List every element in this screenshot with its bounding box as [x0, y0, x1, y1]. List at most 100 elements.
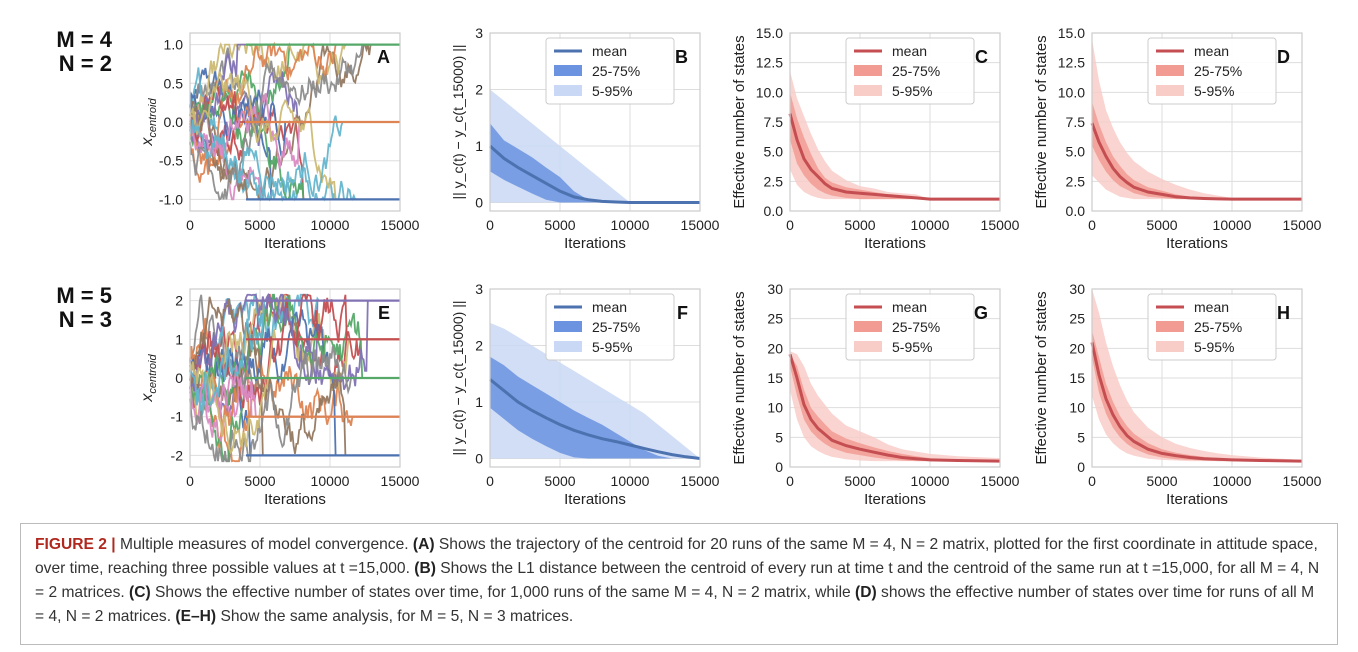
x-tick-label: 15000: [981, 217, 1020, 233]
y-tick-label: 25: [767, 311, 783, 327]
y-tick-label: -0.5: [159, 153, 183, 169]
y-tick-label: 0.0: [764, 203, 784, 219]
caption-text: Shows the trajectory of the centroid for…: [35, 536, 1318, 577]
y-tick-label: 0: [175, 370, 183, 386]
y-tick-label: 25: [1069, 311, 1085, 327]
legend-label: 25-75%: [892, 319, 940, 335]
caption-box: FIGURE 2 | Multiple measures of model co…: [20, 523, 1338, 645]
legend-swatch-iqr: [1156, 321, 1184, 332]
x-tick-label: 15000: [981, 473, 1020, 489]
caption-panel-ref: (A): [412, 536, 435, 553]
x-tick-label: 15000: [381, 217, 420, 233]
panel-label: D: [1277, 47, 1290, 67]
axes-frame: [489, 288, 701, 468]
y-tick-label: 10: [767, 400, 783, 416]
x-tick-label: 15000: [381, 473, 420, 489]
caption-text: shows the effective number of states ove…: [35, 584, 1315, 625]
axes-frame: [189, 288, 401, 468]
panel-label: E: [378, 303, 390, 323]
x-tick-label: 0: [486, 217, 494, 233]
band-5-95: [790, 351, 1000, 462]
y-tick-label: 0: [475, 195, 483, 211]
x-tick-label: 5000: [844, 473, 875, 489]
x-axis-label: Iterations: [1166, 235, 1228, 252]
legend-swatch-iqr: [554, 65, 582, 76]
x-tick-label: 10000: [911, 473, 950, 489]
trajectory-line: [189, 292, 400, 392]
y-tick-label: 0.5: [164, 75, 184, 91]
x-tick-label: 15000: [1283, 217, 1322, 233]
y-tick-label: 5: [1077, 429, 1085, 445]
panel-d: mean 25-75% 5-95% D 0 5000 10000 15000 Iteration…: [1033, 25, 1322, 252]
y-tick-label: 7.5: [1066, 114, 1086, 130]
legend-swatch-90: [1156, 85, 1184, 96]
y-tick-label: 10.0: [756, 84, 783, 100]
x-tick-label: 0: [786, 217, 794, 233]
y-tick-label: 2: [175, 293, 183, 309]
legend: mean 25-75% 5-95%: [845, 37, 975, 105]
legend: mean 25-75% 5-95%: [545, 37, 675, 105]
x-tick-label: 5000: [844, 217, 875, 233]
x-tick-label: 15000: [1283, 473, 1322, 489]
row-label-2: M = 5 N = 3: [22, 284, 112, 332]
y-axis-label: xcentroid: [139, 98, 159, 147]
panel-g: mean 25-75% 5-95% G 0 5000 10000 15000 Iteration…: [731, 281, 1020, 508]
y-tick-label: 0.0: [1066, 203, 1086, 219]
legend-swatch-90: [554, 85, 582, 96]
caption-text: Show the same analysis, for M = 5, N = 3…: [216, 608, 574, 625]
y-tick-label: 1: [475, 394, 483, 410]
x-tick-label: 10000: [1213, 473, 1252, 489]
legend: mean 25-75% 5-95%: [1147, 293, 1277, 361]
legend: mean 25-75% 5-95%: [545, 293, 675, 361]
legend-label: mean: [592, 299, 627, 315]
row-label-1: M = 4 N = 2: [22, 28, 112, 76]
y-tick-label: 7.5: [764, 114, 784, 130]
y-tick-label: 10: [1069, 400, 1085, 416]
x-tick-label: 0: [1088, 217, 1096, 233]
y-tick-label: -1.0: [159, 191, 183, 207]
x-tick-label: 0: [186, 473, 194, 489]
legend-label: 5-95%: [1194, 339, 1234, 355]
legend-label: mean: [892, 299, 927, 315]
y-axis-label: || y_c(t) − y_c(t_15000) ||: [450, 45, 466, 200]
x-tick-label: 10000: [911, 217, 950, 233]
panel-label: H: [1277, 303, 1290, 323]
caption-panel-ref: (C): [129, 584, 151, 601]
panel-label: A: [377, 47, 390, 67]
legend-label: 25-75%: [1194, 319, 1242, 335]
panel-label: G: [974, 303, 988, 323]
caption-panel-ref: (D): [855, 584, 877, 601]
y-axis-label-main: x: [139, 137, 156, 147]
legend-swatch-iqr: [854, 65, 882, 76]
x-tick-label: 10000: [611, 473, 650, 489]
x-tick-label: 10000: [311, 473, 350, 489]
legend-label: mean: [1194, 43, 1229, 59]
x-tick-label: 5000: [244, 217, 275, 233]
y-tick-label: 30: [1069, 281, 1085, 297]
band-5-95: [790, 71, 1000, 200]
axes-frame: [1091, 288, 1303, 468]
row-label-m: M = 4: [56, 27, 112, 52]
legend-label: 5-95%: [592, 83, 632, 99]
figure-label: FIGURE 2 |: [35, 536, 116, 553]
y-tick-label: 15: [767, 370, 783, 386]
panel-b: mean 25-75% 5-95% B 0 5000 10000 15000 Iteration…: [450, 25, 720, 252]
caption-text: Multiple measures of model convergence.: [115, 536, 413, 553]
legend-label: 25-75%: [592, 63, 640, 79]
panel-label: B: [675, 47, 688, 67]
y-tick-label: 0: [475, 451, 483, 467]
x-tick-label: 5000: [1146, 217, 1177, 233]
band-5-95: [1092, 38, 1302, 200]
band-25-75: [490, 356, 700, 459]
y-tick-label: 20: [767, 340, 783, 356]
y-tick-label: 0: [1077, 459, 1085, 475]
y-axis-label: xcentroid: [139, 354, 159, 403]
row-label-m: M = 5: [56, 283, 112, 308]
panel-a: A 0 5000 10000 15000 Iterations -1.0 -0.5 0.0 0.5…: [139, 32, 420, 252]
x-axis-label: Iterations: [864, 235, 926, 252]
y-tick-label: 15: [1069, 370, 1085, 386]
x-tick-label: 10000: [311, 217, 350, 233]
legend-label: 5-95%: [892, 83, 932, 99]
y-axis-label: Effective number of states: [1033, 35, 1050, 208]
y-tick-label: 0: [775, 459, 783, 475]
